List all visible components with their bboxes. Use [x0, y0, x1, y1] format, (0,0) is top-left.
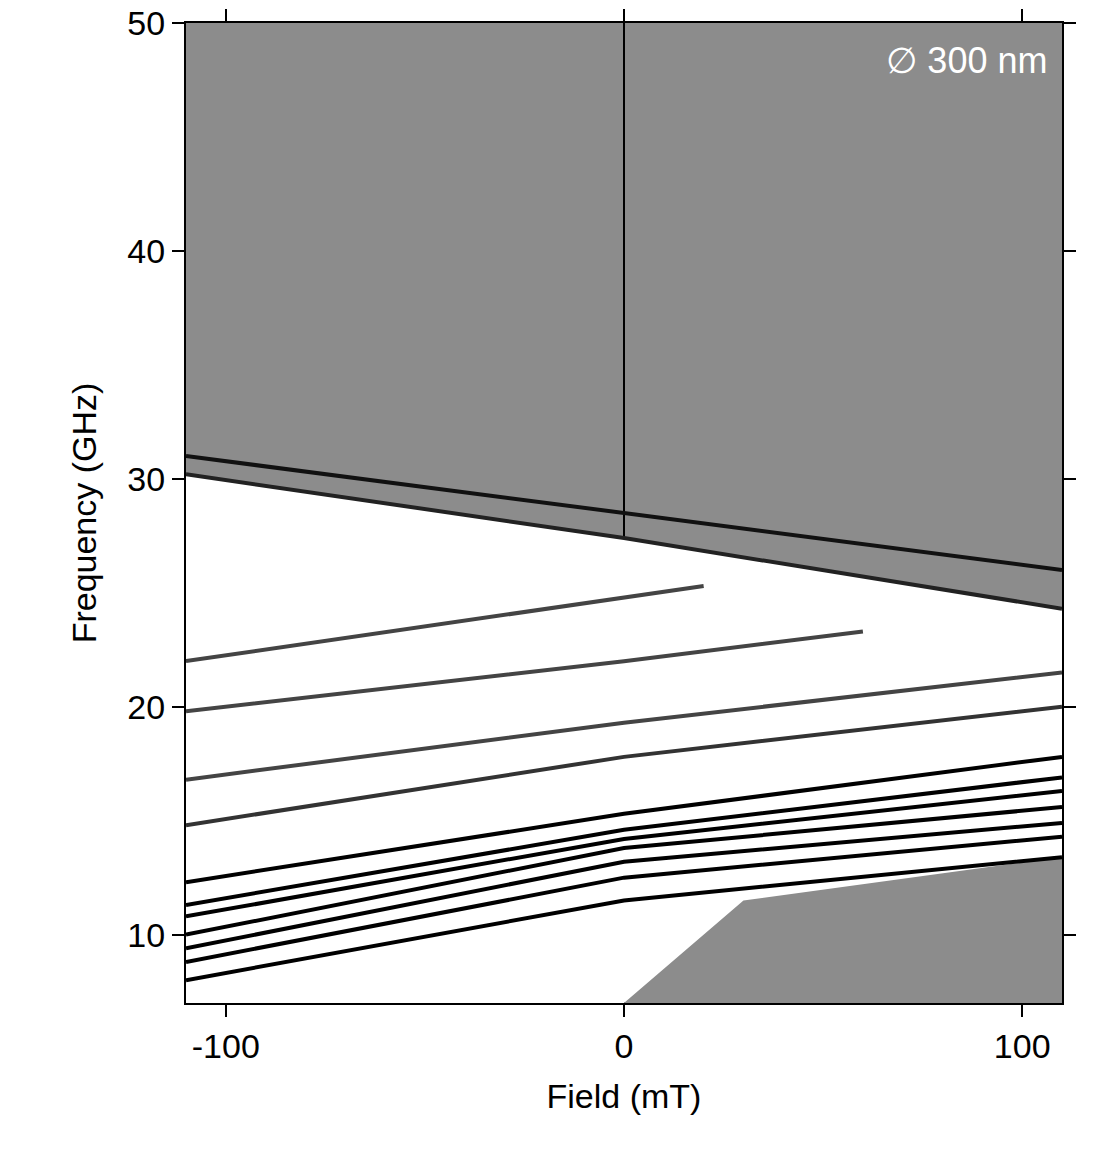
svg-text:50: 50	[127, 4, 165, 42]
svg-text:100: 100	[994, 1027, 1051, 1065]
svg-text:-100: -100	[192, 1027, 260, 1065]
svg-text:Field (mT): Field (mT)	[547, 1077, 702, 1115]
svg-text:Frequency (GHz): Frequency (GHz)	[65, 383, 103, 644]
svg-text:∅ 300 nm: ∅ 300 nm	[886, 40, 1047, 81]
svg-text:30: 30	[127, 460, 165, 498]
svg-text:0: 0	[615, 1027, 634, 1065]
svg-text:10: 10	[127, 916, 165, 954]
svg-text:20: 20	[127, 688, 165, 726]
svg-text:40: 40	[127, 232, 165, 270]
